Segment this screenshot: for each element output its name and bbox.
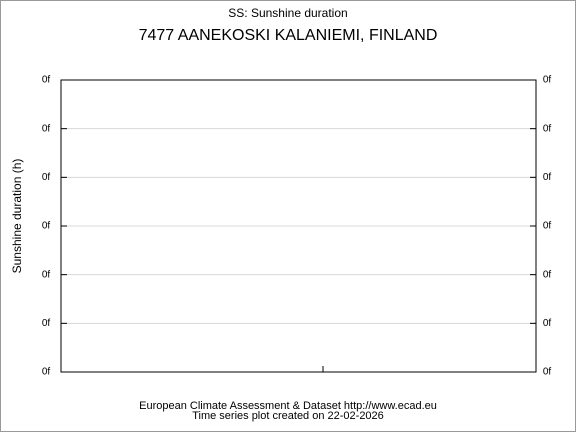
y2-tick-label: 0f [543,221,552,232]
y2-tick-label: 0f [543,172,552,183]
y-tick-label: 0f [42,75,51,86]
y-tick-label: 0f [42,269,51,280]
y-tick-label: 0f [42,123,51,134]
y2-tick-label: 0f [543,75,552,86]
y-tick-label: 0f [42,172,51,183]
y-tick-label: 0f [42,318,51,329]
chart-subtitle: 7477 AANEKOSKI KALANIEMI, FINLAND [139,27,438,44]
footer-line: Time series plot created on 22-02-2026 [192,410,384,422]
y-tick-label: 0f [42,367,51,378]
y-axis-label: Sunshine duration (h) [10,159,24,274]
y-tick-label: 0f [42,221,51,232]
y2-tick-label: 0f [543,269,552,280]
y2-tick-label: 0f [543,367,552,378]
footer-line: European Climate Assessment & Dataset ht… [139,400,437,412]
y2-tick-label: 0f [543,318,552,329]
y2-tick-label: 0f [543,123,552,134]
chart-title: SS: Sunshine duration [228,6,347,20]
